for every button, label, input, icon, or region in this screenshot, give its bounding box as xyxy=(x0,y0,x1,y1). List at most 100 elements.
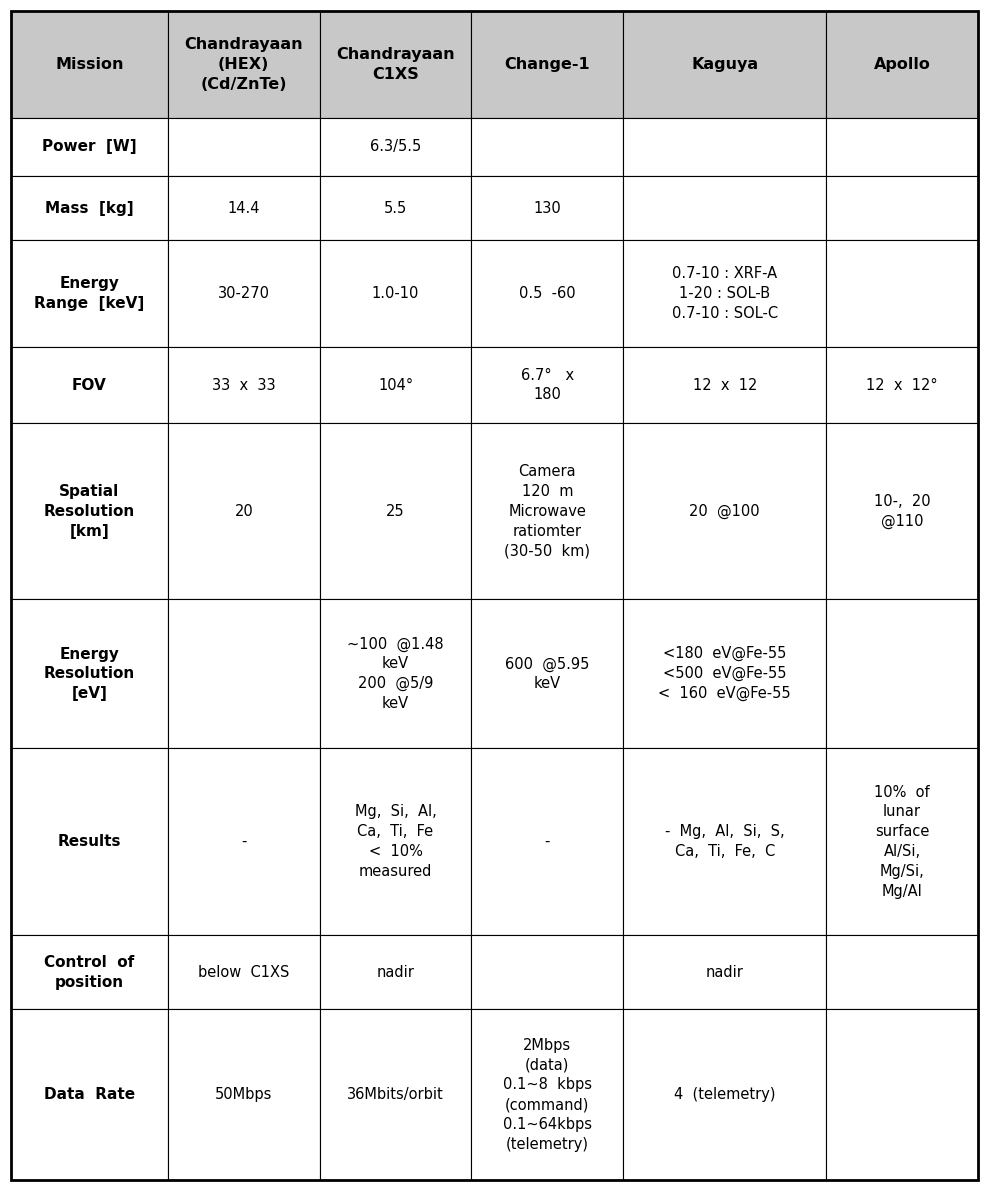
Text: nadir: nadir xyxy=(377,965,414,980)
Bar xyxy=(472,11,623,118)
Text: 2Mbps
(data)
0.1~8  kbps
(command)
0.1~64kbps
(telemetry): 2Mbps (data) 0.1~8 kbps (command) 0.1~64… xyxy=(502,1037,591,1152)
Bar xyxy=(11,935,168,1010)
Bar xyxy=(826,241,978,347)
Bar xyxy=(168,748,319,935)
Bar xyxy=(11,748,168,935)
Text: Apollo: Apollo xyxy=(873,57,931,71)
Text: -  Mg,  Al,  Si,  S,
Ca,  Ti,  Fe,  C: - Mg, Al, Si, S, Ca, Ti, Fe, C xyxy=(665,824,784,859)
Text: Results: Results xyxy=(57,834,122,849)
Bar xyxy=(623,11,826,118)
Bar xyxy=(472,176,623,241)
Bar xyxy=(11,1010,168,1180)
Bar xyxy=(472,748,623,935)
Text: 50Mbps: 50Mbps xyxy=(215,1087,272,1102)
Text: 104°: 104° xyxy=(378,378,413,393)
Text: Kaguya: Kaguya xyxy=(691,57,759,71)
Bar xyxy=(319,176,472,241)
Bar xyxy=(472,241,623,347)
Text: 6.7°   x
180: 6.7° x 180 xyxy=(521,368,574,403)
Bar xyxy=(623,241,826,347)
Bar xyxy=(826,11,978,118)
Text: 0.5  -60: 0.5 -60 xyxy=(519,286,576,301)
Bar xyxy=(11,347,168,423)
Text: Chandrayaan
(HEX)
(Cd/ZnTe): Chandrayaan (HEX) (Cd/ZnTe) xyxy=(185,37,303,92)
Text: Mission: Mission xyxy=(55,57,124,71)
Text: 600  @5.95
keV: 600 @5.95 keV xyxy=(505,656,589,691)
Bar xyxy=(168,241,319,347)
Bar xyxy=(11,241,168,347)
Text: Mass  [kg]: Mass [kg] xyxy=(45,200,134,216)
Bar xyxy=(11,176,168,241)
Text: 10-,  20
@110: 10-, 20 @110 xyxy=(874,494,931,529)
Text: 25: 25 xyxy=(387,504,405,519)
Text: 0.7-10 : XRF-A
1-20 : SOL-B
0.7-10 : SOL-C: 0.7-10 : XRF-A 1-20 : SOL-B 0.7-10 : SOL… xyxy=(672,266,777,320)
Text: 130: 130 xyxy=(533,200,561,216)
Text: 12  x  12°: 12 x 12° xyxy=(866,378,938,393)
Bar xyxy=(623,423,826,599)
Text: 14.4: 14.4 xyxy=(227,200,260,216)
Bar xyxy=(11,11,168,118)
Bar xyxy=(11,599,168,748)
Text: 4  (telemetry): 4 (telemetry) xyxy=(674,1087,775,1102)
Bar xyxy=(826,347,978,423)
Bar xyxy=(168,1010,319,1180)
Bar xyxy=(168,11,319,118)
Bar xyxy=(826,118,978,176)
Text: below  C1XS: below C1XS xyxy=(198,965,290,980)
Bar xyxy=(623,118,826,176)
Bar xyxy=(319,241,472,347)
Bar xyxy=(319,1010,472,1180)
Bar xyxy=(472,1010,623,1180)
Text: ~100  @1.48
keV
200  @5/9
keV: ~100 @1.48 keV 200 @5/9 keV xyxy=(347,636,444,711)
Text: -: - xyxy=(545,834,550,849)
Text: 20  @100: 20 @100 xyxy=(689,504,760,519)
Bar xyxy=(826,423,978,599)
Bar xyxy=(319,935,472,1010)
Bar xyxy=(623,599,826,748)
Bar xyxy=(472,935,623,1010)
Text: Chandrayaan
C1XS: Chandrayaan C1XS xyxy=(336,46,455,82)
Text: 10%  of
lunar
surface
Al/Si,
Mg/Si,
Mg/Al: 10% of lunar surface Al/Si, Mg/Si, Mg/Al xyxy=(874,785,930,899)
Bar xyxy=(319,423,472,599)
Text: nadir: nadir xyxy=(706,965,744,980)
Bar xyxy=(168,347,319,423)
Bar xyxy=(319,347,472,423)
Bar xyxy=(623,347,826,423)
Text: 5.5: 5.5 xyxy=(384,200,407,216)
Text: 36Mbits/orbit: 36Mbits/orbit xyxy=(347,1087,444,1102)
Text: <180  eV@Fe-55
<500  eV@Fe-55
<  160  eV@Fe-55: <180 eV@Fe-55 <500 eV@Fe-55 < 160 eV@Fe-… xyxy=(659,647,791,701)
Bar xyxy=(826,1010,978,1180)
Text: Change-1: Change-1 xyxy=(504,57,590,71)
Bar xyxy=(11,423,168,599)
Bar xyxy=(168,118,319,176)
Bar xyxy=(11,118,168,176)
Bar xyxy=(826,935,978,1010)
Text: Mg,  Si,  Al,
Ca,  Ti,  Fe
<  10%
measured: Mg, Si, Al, Ca, Ti, Fe < 10% measured xyxy=(355,804,436,879)
Text: Power  [W]: Power [W] xyxy=(43,139,136,155)
Bar xyxy=(472,347,623,423)
Text: -: - xyxy=(241,834,246,849)
Bar xyxy=(623,935,826,1010)
Bar xyxy=(623,1010,826,1180)
Text: 6.3/5.5: 6.3/5.5 xyxy=(370,139,421,155)
Bar xyxy=(319,118,472,176)
Bar xyxy=(168,599,319,748)
Bar xyxy=(826,599,978,748)
Text: FOV: FOV xyxy=(72,378,107,393)
Bar xyxy=(472,423,623,599)
Bar xyxy=(319,599,472,748)
Bar xyxy=(168,423,319,599)
Bar xyxy=(168,935,319,1010)
Text: Data  Rate: Data Rate xyxy=(44,1087,135,1102)
Bar xyxy=(168,176,319,241)
Text: Energy
Resolution
[eV]: Energy Resolution [eV] xyxy=(44,647,135,701)
Text: 12  x  12: 12 x 12 xyxy=(692,378,757,393)
Bar xyxy=(472,118,623,176)
Text: 33  x  33: 33 x 33 xyxy=(212,378,276,393)
Text: Camera
120  m
Microwave
ratiomter
(30-50  km): Camera 120 m Microwave ratiomter (30-50 … xyxy=(504,464,590,559)
Bar xyxy=(826,748,978,935)
Bar xyxy=(623,176,826,241)
Bar xyxy=(826,176,978,241)
Text: 30-270: 30-270 xyxy=(218,286,270,301)
Bar xyxy=(319,11,472,118)
